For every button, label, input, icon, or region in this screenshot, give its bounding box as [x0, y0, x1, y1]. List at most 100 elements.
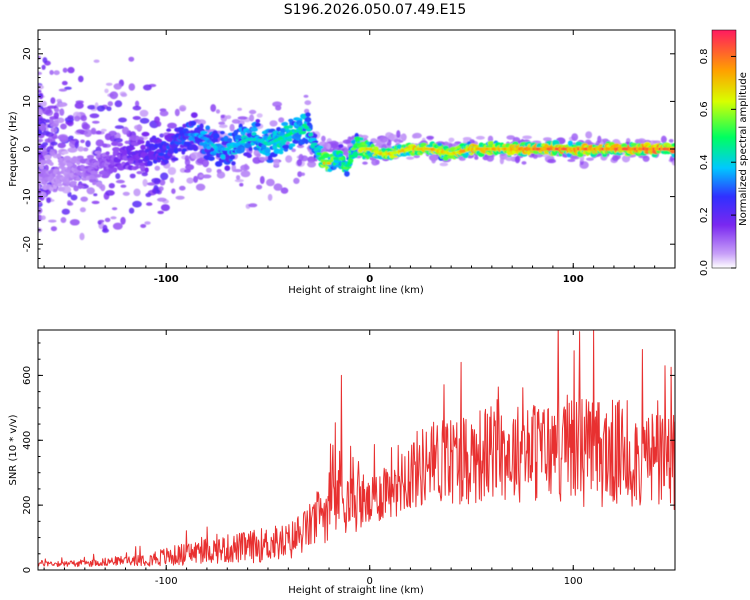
x-tick-label: 0	[366, 274, 373, 285]
heatmap-cell	[120, 216, 126, 225]
x-tick-label: 100	[563, 274, 584, 285]
heatmap-cell	[82, 147, 89, 152]
heatmap-cell	[199, 123, 204, 130]
heatmap-cell	[396, 130, 401, 138]
heatmap-cell	[59, 108, 65, 116]
heatmap-cell	[146, 202, 153, 206]
spectrogram-cells	[38, 55, 675, 241]
heatmap-cell	[637, 138, 647, 144]
heatmap-cell	[41, 107, 52, 115]
heatmap-cell	[106, 106, 112, 112]
heatmap-cell	[110, 216, 117, 220]
heatmap-cell	[157, 210, 164, 215]
heatmap-cell	[256, 184, 263, 190]
heatmap-cell	[231, 164, 237, 173]
heatmap-cell	[86, 154, 95, 159]
heatmap-cell	[219, 130, 225, 135]
heatmap-cell	[261, 144, 267, 150]
heatmap-cell	[266, 178, 275, 187]
heatmap-cell	[210, 104, 217, 112]
heatmap-cell	[122, 191, 130, 196]
heatmap-cell	[128, 56, 135, 62]
heatmap-cell	[258, 156, 268, 161]
heatmap-cell	[90, 127, 97, 135]
heatmap-cell	[132, 116, 141, 120]
heatmap-cell	[487, 135, 494, 143]
heatmap-cell	[38, 71, 42, 76]
heatmap-cell	[60, 217, 67, 223]
heatmap-cell	[357, 145, 362, 149]
heatmap-cell	[154, 165, 161, 171]
heatmap-cell	[355, 142, 360, 146]
heatmap-cell	[202, 174, 212, 179]
heatmap-cell	[362, 161, 368, 165]
heatmap-cell	[49, 70, 54, 75]
heatmap-cell	[351, 147, 356, 151]
y-tick-label: 0	[22, 567, 33, 573]
heatmap-cell	[86, 187, 95, 195]
heatmap-cell	[93, 59, 100, 63]
heatmap-cell	[102, 224, 108, 232]
heatmap-cell	[671, 160, 675, 166]
y-tick-label: -20	[22, 236, 33, 252]
spectrogram-y-label: Frequency (Hz)	[8, 111, 19, 187]
heatmap-cell	[39, 159, 47, 165]
heatmap-cell	[248, 146, 253, 152]
colorbar-tick-label: 0.6	[699, 101, 710, 117]
heatmap-cell	[342, 139, 352, 144]
heatmap-cell	[305, 112, 311, 117]
heatmap-cell	[67, 202, 74, 206]
heatmap-cell	[42, 142, 49, 146]
heatmap-cell	[128, 207, 135, 214]
heatmap-cell	[61, 151, 69, 155]
heatmap-cell	[475, 135, 485, 140]
heatmap-cell	[124, 140, 130, 144]
heatmap-cell	[303, 94, 309, 98]
heatmap-cell	[385, 132, 393, 139]
heatmap-cell	[42, 57, 48, 64]
heatmap-cell	[95, 130, 102, 135]
heatmap-cell	[114, 100, 123, 108]
heatmap-cell	[237, 116, 248, 120]
heatmap-cell	[486, 154, 495, 162]
heatmap-cell	[229, 123, 235, 132]
heatmap-cell	[75, 100, 84, 104]
heatmap-cell	[92, 120, 100, 124]
heatmap-cell	[47, 105, 58, 109]
heatmap-cell	[193, 175, 199, 183]
heatmap-cell	[190, 152, 201, 160]
heatmap-cell	[55, 180, 63, 184]
heatmap-cell	[109, 91, 119, 100]
x-tick-label: 100	[564, 576, 583, 587]
heatmap-cell	[567, 159, 576, 162]
heatmap-cell	[90, 170, 98, 175]
heatmap-cell	[64, 86, 72, 90]
heatmap-cell	[340, 161, 346, 165]
heatmap-cell	[57, 142, 66, 149]
heatmap-cell	[215, 109, 221, 114]
heatmap-cell	[240, 170, 251, 178]
heatmap-cell	[184, 158, 191, 166]
heatmap-cell	[39, 165, 45, 170]
heatmap-cell	[61, 80, 68, 86]
heatmap-cell	[120, 184, 127, 188]
heatmap-cell	[197, 119, 207, 126]
heatmap-cell	[328, 159, 334, 163]
heatmap-cell	[248, 109, 257, 115]
heatmap-cell	[143, 84, 152, 91]
heatmap-cell	[50, 226, 58, 232]
heatmap-cell	[135, 100, 140, 108]
heatmap-cell	[250, 126, 258, 132]
heatmap-cell	[78, 75, 84, 83]
heatmap-cell	[151, 177, 161, 184]
heatmap-cell	[39, 123, 46, 132]
heatmap-cell	[144, 167, 149, 173]
heatmap-cell	[167, 167, 177, 175]
heatmap-cell	[74, 115, 81, 122]
heatmap-cell	[412, 133, 418, 139]
heatmap-cell	[46, 197, 51, 204]
heatmap-cell	[54, 108, 60, 113]
heatmap-cell	[304, 126, 309, 130]
heatmap-cell	[41, 64, 46, 70]
heatmap-cell	[281, 121, 289, 127]
